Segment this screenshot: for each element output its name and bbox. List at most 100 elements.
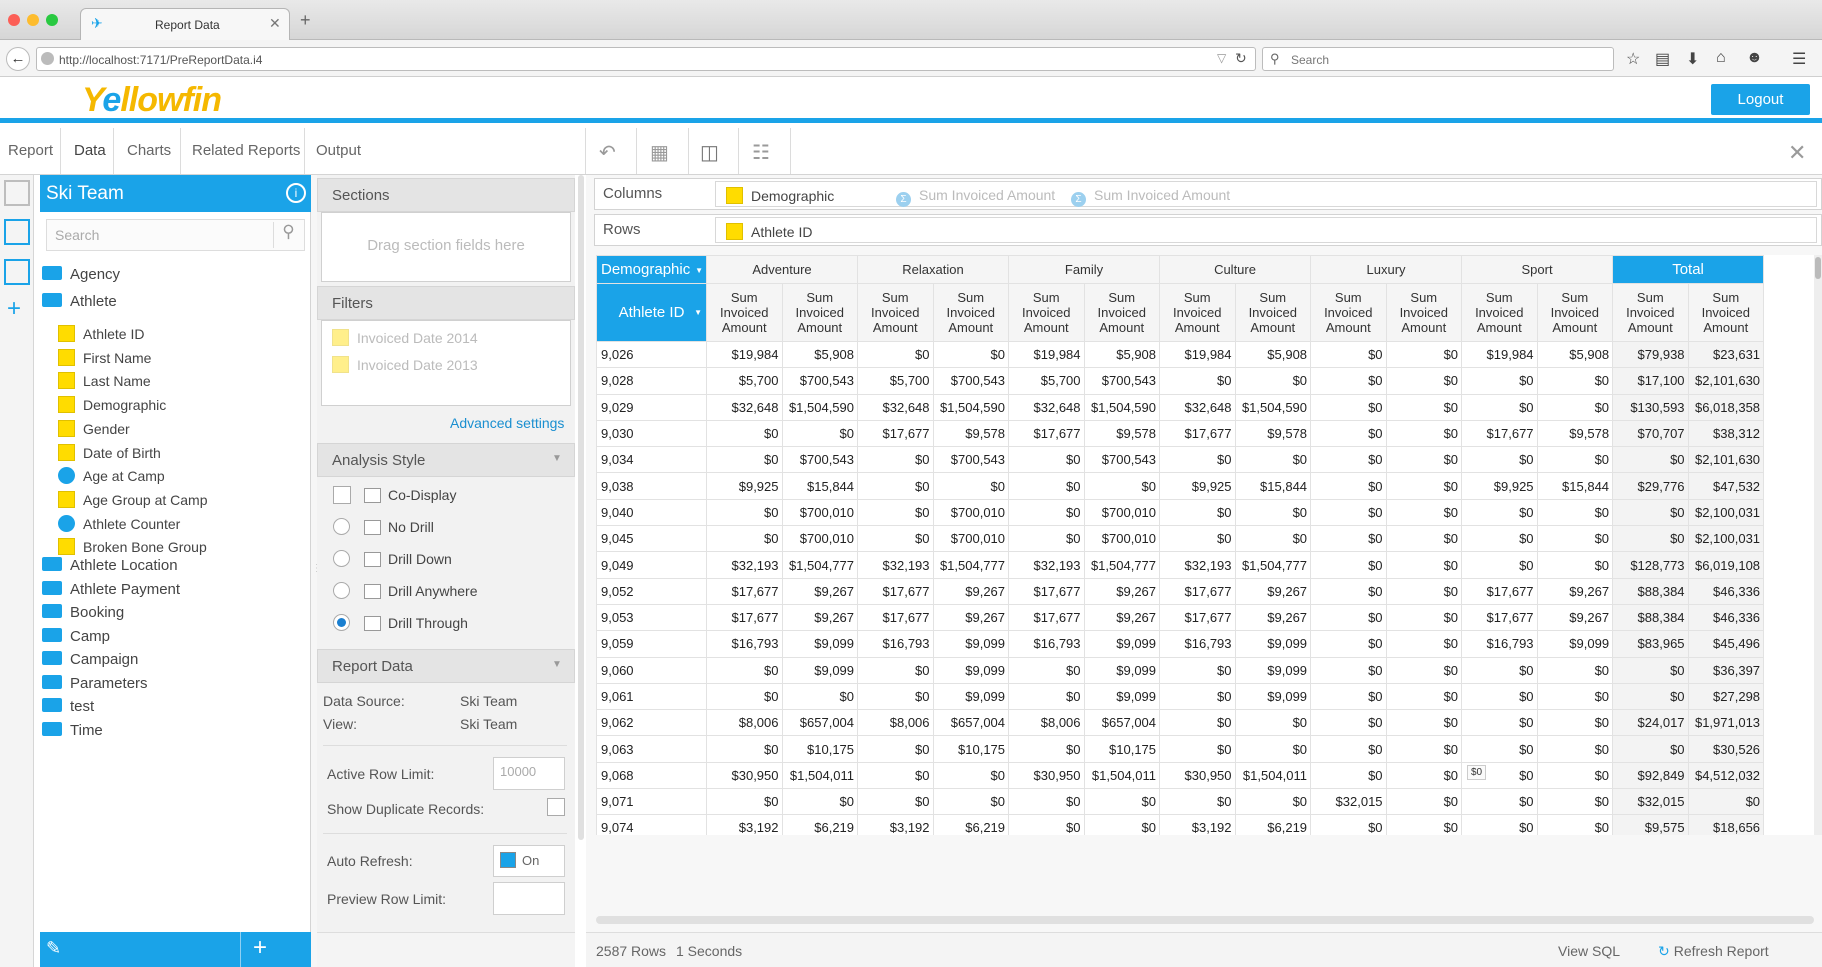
value-cell[interactable]: $0 — [1385, 709, 1463, 737]
report-data-header[interactable]: Report Data ▼ — [317, 649, 575, 683]
table-vertical-scrollbar[interactable] — [1814, 255, 1822, 835]
undo-icon[interactable]: ↶ — [599, 142, 616, 164]
value-cell[interactable]: $17,677 — [1008, 419, 1085, 448]
info-icon[interactable]: i — [286, 183, 306, 203]
value-cell[interactable]: $0 — [1310, 735, 1387, 763]
value-cell[interactable]: $9,099 — [1536, 630, 1614, 658]
add-field-icon[interactable]: + — [253, 934, 268, 961]
chevron-down-icon[interactable]: ▼ — [552, 659, 562, 670]
value-cell[interactable]: $0 — [781, 788, 859, 816]
value-cell[interactable]: $9,267 — [1083, 577, 1161, 605]
folder-item[interactable]: test — [42, 698, 94, 715]
value-cell[interactable]: $5,700 — [706, 367, 783, 395]
value-cell[interactable]: $9,099 — [1234, 656, 1312, 684]
value-cell[interactable]: $32,648 — [1008, 393, 1085, 421]
athlete-id-cell[interactable]: 9,074 — [596, 814, 707, 835]
value-cell[interactable]: $700,010 — [1083, 498, 1161, 527]
athlete-id-cell[interactable]: 9,053 — [596, 603, 707, 632]
value-cell[interactable]: $32,193 — [706, 551, 783, 579]
value-cell[interactable]: $15,844 — [1536, 472, 1614, 500]
value-cell[interactable]: $0 — [1310, 709, 1387, 737]
value-cell[interactable]: $700,010 — [932, 525, 1010, 553]
advanced-settings-link[interactable]: Advanced settings — [450, 415, 565, 431]
value-cell[interactable]: $0 — [1159, 525, 1236, 553]
value-cell[interactable]: $46,336 — [1687, 603, 1765, 632]
athlete-id-cell[interactable]: 9,052 — [596, 577, 707, 605]
athlete-id-cell[interactable]: 9,040 — [596, 498, 707, 527]
value-cell[interactable]: $700,543 — [932, 367, 1010, 395]
value-cell[interactable]: $6,019,108 — [1687, 551, 1765, 579]
value-cell[interactable]: $9,099 — [781, 656, 859, 684]
athlete-id-cell[interactable]: 9,060 — [596, 656, 707, 684]
value-cell[interactable]: $0 — [1461, 788, 1538, 816]
value-cell[interactable]: $8,006 — [706, 709, 783, 737]
value-cell[interactable]: $32,648 — [706, 393, 783, 421]
value-cell[interactable]: $0 — [1234, 446, 1312, 474]
value-cell[interactable]: $8,006 — [1008, 709, 1085, 737]
athlete-id-cell[interactable]: 9,034 — [596, 446, 707, 474]
value-cell[interactable]: $0 — [1461, 446, 1538, 474]
value-cell[interactable]: $4,512,032 — [1687, 761, 1765, 790]
value-cell[interactable]: $0 — [1536, 393, 1614, 421]
value-cell[interactable]: $0 — [1536, 761, 1614, 790]
value-cell[interactable]: $2,100,031 — [1687, 525, 1765, 553]
value-cell[interactable]: $1,504,590 — [932, 393, 1010, 421]
value-cell[interactable]: $0 — [1461, 367, 1538, 395]
value-cell[interactable]: $0 — [1083, 814, 1161, 835]
value-cell[interactable]: $9,267 — [1083, 603, 1161, 632]
value-cell[interactable]: $0 — [932, 761, 1010, 790]
group-header[interactable]: Culture — [1159, 255, 1312, 284]
value-cell[interactable]: $9,925 — [706, 472, 783, 500]
value-cell[interactable]: $0 — [1310, 419, 1387, 448]
measure-header[interactable]: Sum Invoiced Amount — [1612, 283, 1689, 342]
field-item[interactable]: First Name — [58, 348, 151, 366]
value-cell[interactable]: $5,700 — [857, 367, 934, 395]
reload-icon[interactable]: ↻ — [1235, 50, 1247, 66]
value-cell[interactable]: $8,006 — [857, 709, 934, 737]
measure-header[interactable]: Sum Invoiced Amount — [1461, 283, 1538, 342]
value-cell[interactable]: $9,925 — [1159, 472, 1236, 500]
value-cell[interactable]: $1,971,013 — [1687, 709, 1765, 737]
value-cell[interactable]: $0 — [1008, 498, 1085, 527]
athlete-id-cell[interactable]: 9,049 — [596, 551, 707, 579]
field-item[interactable]: Last Name — [58, 372, 151, 390]
sort-arrow-icon[interactable]: ▼ — [695, 266, 703, 275]
value-cell[interactable]: $17,677 — [857, 577, 934, 605]
value-cell[interactable]: $17,677 — [706, 603, 783, 632]
value-cell[interactable]: $0 — [1536, 709, 1614, 737]
value-cell[interactable]: $3,192 — [706, 814, 783, 835]
value-cell[interactable]: $0 — [1385, 551, 1463, 579]
value-cell[interactable]: $88,384 — [1612, 577, 1689, 605]
analysis-radio[interactable] — [333, 550, 350, 567]
measure-header[interactable]: Sum Invoiced Amount — [781, 283, 859, 342]
value-cell[interactable]: $0 — [781, 682, 859, 711]
sections-drop-zone[interactable]: Drag section fields here — [321, 212, 571, 282]
data-panel-icon[interactable] — [4, 219, 30, 245]
analysis-option-label[interactable]: Drill Down — [388, 551, 452, 567]
scrollbar-thumb[interactable] — [1815, 257, 1821, 279]
value-cell[interactable]: $0 — [1159, 735, 1236, 763]
value-cell[interactable]: $9,099 — [1083, 656, 1161, 684]
value-cell[interactable]: $17,677 — [1159, 577, 1236, 605]
value-cell[interactable]: $0 — [706, 788, 783, 816]
value-cell[interactable]: $0 — [1310, 367, 1387, 395]
value-cell[interactable]: $128,773 — [1612, 551, 1689, 579]
value-cell[interactable]: $32,648 — [1159, 393, 1236, 421]
measure-header[interactable]: Sum Invoiced Amount — [706, 283, 783, 342]
value-cell[interactable]: $2,101,630 — [1687, 367, 1765, 395]
group-header[interactable]: Luxury — [1310, 255, 1463, 284]
analysis-radio[interactable] — [333, 518, 350, 535]
value-cell[interactable]: $30,950 — [1159, 761, 1236, 790]
measure-header[interactable]: Sum Invoiced Amount — [1310, 283, 1387, 342]
measure-header[interactable]: Sum Invoiced Amount — [857, 283, 934, 342]
tab-output[interactable]: Output — [316, 142, 362, 159]
value-cell[interactable]: $0 — [1385, 603, 1463, 632]
value-cell[interactable]: $32,015 — [1612, 788, 1689, 816]
value-cell[interactable]: $0 — [1385, 498, 1463, 527]
value-cell[interactable]: $0 — [1612, 525, 1689, 553]
value-cell[interactable]: $9,099 — [932, 630, 1010, 658]
value-cell[interactable]: $1,504,777 — [781, 551, 859, 579]
url-field[interactable]: http://localhost:7171/PreReportData.i4 ▽… — [36, 47, 1256, 71]
value-cell[interactable]: $47,532 — [1687, 472, 1765, 500]
value-cell[interactable]: $9,099 — [932, 656, 1010, 684]
